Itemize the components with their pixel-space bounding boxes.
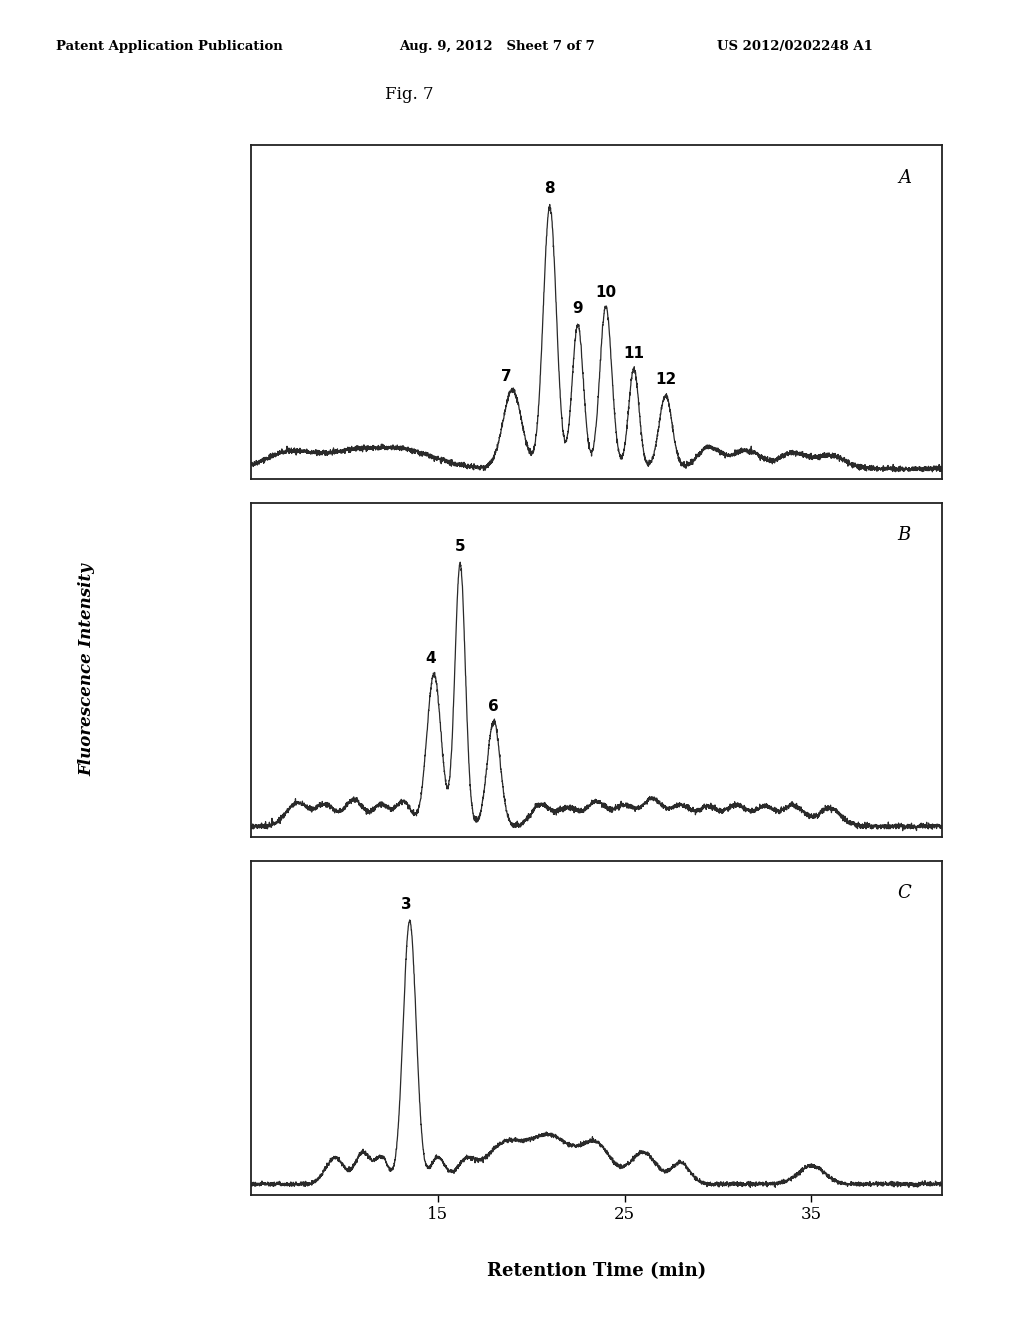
- Text: 3: 3: [400, 896, 412, 912]
- Text: 8: 8: [545, 181, 555, 197]
- Text: C: C: [897, 884, 911, 902]
- Text: B: B: [898, 527, 911, 544]
- Text: A: A: [898, 169, 911, 186]
- Text: Patent Application Publication: Patent Application Publication: [56, 40, 283, 53]
- Text: Fluorescence Intensity: Fluorescence Intensity: [79, 564, 95, 776]
- Text: Aug. 9, 2012   Sheet 7 of 7: Aug. 9, 2012 Sheet 7 of 7: [399, 40, 595, 53]
- Text: 9: 9: [572, 301, 583, 317]
- Text: 5: 5: [455, 539, 466, 554]
- Text: Retention Time (min): Retention Time (min): [486, 1262, 707, 1280]
- Text: Fig. 7: Fig. 7: [385, 86, 434, 103]
- Text: 4: 4: [425, 651, 435, 665]
- Text: US 2012/0202248 A1: US 2012/0202248 A1: [717, 40, 872, 53]
- Text: 7: 7: [502, 370, 512, 384]
- Text: 10: 10: [595, 285, 616, 300]
- Text: 6: 6: [488, 700, 499, 714]
- Text: 11: 11: [624, 346, 644, 362]
- Text: 12: 12: [655, 372, 676, 387]
